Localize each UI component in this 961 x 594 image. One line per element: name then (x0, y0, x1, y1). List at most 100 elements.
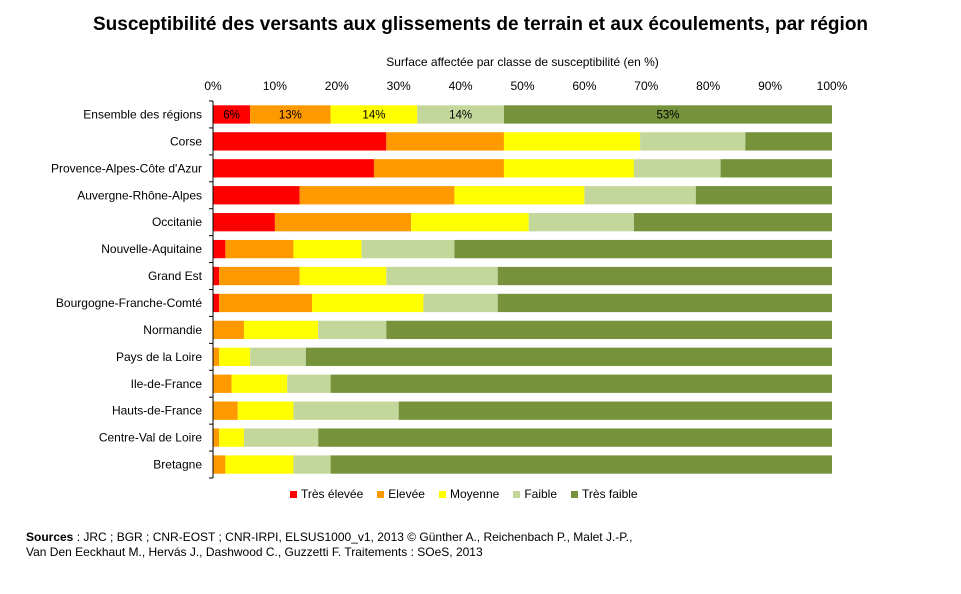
bar-segment (219, 428, 244, 447)
x-tick-label: 10% (263, 79, 287, 93)
legend-item: Elevée (377, 487, 425, 501)
bar-segment (633, 213, 832, 232)
category-label: Pays de la Loire (116, 350, 202, 364)
bar-segment (299, 266, 387, 286)
bar-segment (250, 347, 306, 366)
legend-swatch (513, 490, 521, 498)
x-tick-label: 20% (325, 79, 349, 93)
category-label: Auvergne-Rhône-Alpes (77, 188, 202, 202)
category-label: Occitanie (152, 215, 202, 229)
bar-segment (213, 105, 251, 124)
legend-item: Faible (513, 487, 557, 501)
legend-item: Très faible (571, 487, 638, 501)
bar-segment (225, 455, 294, 474)
bar-segment (213, 132, 387, 151)
bar-segment (386, 320, 832, 340)
bar-segment (503, 132, 641, 151)
bar-segment (299, 186, 455, 205)
bar-segment (745, 132, 832, 151)
bar-segment (318, 320, 387, 340)
legend-swatch (438, 490, 446, 498)
bar-segment (373, 159, 504, 178)
category-label: Provence-Alpes-Côte d'Azur (51, 161, 202, 175)
x-tick-label: 60% (572, 79, 596, 93)
legend-swatch (290, 490, 297, 498)
bar-segment (213, 213, 275, 232)
bar-segment (497, 266, 832, 286)
data-label: 14% (362, 109, 385, 121)
bar-segment (640, 132, 746, 151)
category-label: Bretagne (153, 458, 202, 472)
data-label: 14% (449, 109, 472, 121)
bar-segment (695, 186, 832, 205)
bar-segment (237, 401, 294, 420)
bar-segment (231, 374, 288, 393)
legend-label: Moyenne (449, 487, 500, 501)
bar-segment (305, 347, 833, 366)
legend-label: Très faible (582, 487, 638, 501)
legend-item: Très élevée (290, 487, 363, 501)
x-tick-label: 40% (449, 79, 473, 93)
bar-segment (386, 132, 504, 151)
legend-swatch (377, 490, 385, 498)
bar-segment (213, 374, 232, 393)
bar-segment (293, 455, 331, 474)
category-label: Centre-Val de Loire (99, 431, 202, 445)
x-axis-label: Surface affectée par classe de susceptib… (386, 55, 659, 69)
bar-segment (219, 293, 313, 313)
category-label: Normandie (143, 323, 202, 337)
x-tick-label: 0% (204, 79, 222, 93)
bar-segment (528, 213, 634, 232)
data-label: 6% (223, 109, 240, 121)
legend-label: Elevée (388, 487, 425, 501)
x-tick-label: 50% (510, 79, 534, 93)
bar-segment (312, 293, 424, 313)
bar-segment (213, 239, 226, 259)
x-tick-label: 100% (817, 79, 848, 93)
bar-segment (213, 347, 220, 366)
bar-segment (497, 293, 832, 313)
category-label: Ensemble des régions (83, 107, 202, 121)
bar-segment (454, 239, 832, 259)
chart-legend: Très élevée Elevée Moyenne Faible Très faibl… (290, 487, 638, 501)
category-label: Corse (170, 134, 202, 148)
x-tick-label: 80% (696, 79, 720, 93)
bar-segment (584, 186, 696, 205)
bar-segment (293, 401, 399, 420)
bar-segment (219, 347, 251, 366)
bar-segment (243, 320, 319, 340)
bar-segment (213, 428, 220, 447)
sources-note: Sources : JRC ; BGR ; CNR-EOST ; CNR-IRP… (26, 530, 632, 560)
legend-label: Très élevée (301, 487, 364, 501)
bar-segment (330, 105, 418, 124)
chart-title: Susceptibilité des versants aux glisseme… (92, 14, 869, 35)
bar-segment (330, 455, 832, 474)
bar-segment (213, 159, 374, 178)
bar-segment (503, 105, 832, 124)
bar-segment (250, 105, 331, 124)
bar-segment (213, 455, 226, 474)
sources-line-2: Van Den Eeckhaut M., Hervás J., Dashwood… (26, 545, 483, 559)
category-label: Bourgogne-Franche-Comté (56, 296, 202, 310)
bar-segment (293, 239, 362, 259)
bar-segment (361, 239, 455, 259)
bar-segment (243, 428, 319, 447)
bar-segment (219, 266, 300, 286)
category-label: Grand Est (148, 269, 203, 283)
bar-segment (213, 186, 300, 205)
bar-segment (330, 374, 832, 393)
x-tick-label: 30% (387, 79, 411, 93)
data-label: 13% (279, 109, 302, 121)
bar-segment (398, 401, 832, 420)
data-label: 53% (656, 109, 679, 121)
bar-segment (213, 401, 238, 420)
sources-line-1: : JRC ; BGR ; CNR-EOST ; CNR-IRPI, ELSUS… (73, 530, 633, 544)
x-tick-label: 90% (758, 79, 782, 93)
bar-segment (213, 293, 220, 313)
bar-segment (720, 159, 832, 178)
category-label: Ile-de-France (131, 377, 203, 391)
bar-segment (274, 213, 412, 232)
bar-segment (454, 186, 585, 205)
legend-item: Moyenne (438, 487, 500, 501)
